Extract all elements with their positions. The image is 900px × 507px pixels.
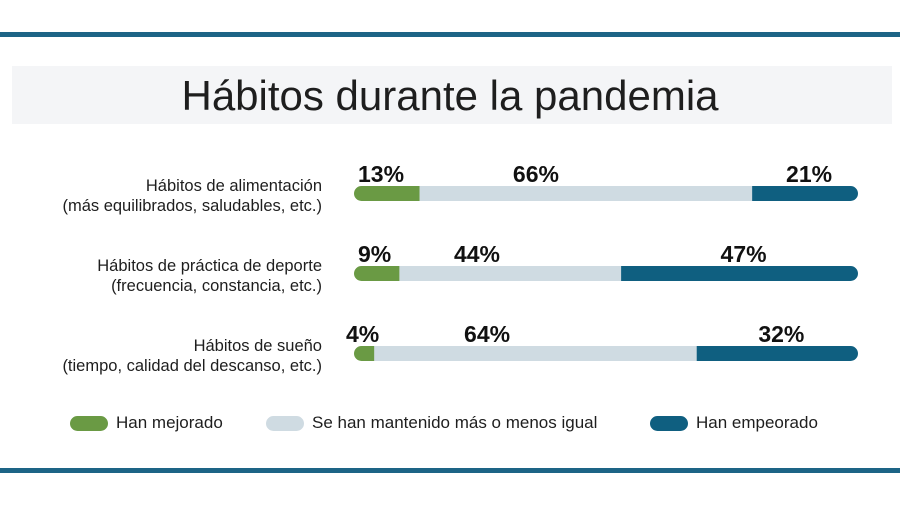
bottom-rule	[0, 468, 900, 473]
row-label-alimentacion: Hábitos de alimentación (más equilibrado…	[62, 176, 322, 216]
bar-segment-worse	[696, 346, 858, 361]
data-label-same: 66%	[513, 161, 559, 187]
legend-swatch-improved	[70, 416, 108, 431]
bar-row-1	[354, 186, 858, 201]
legend-swatch-same	[266, 416, 304, 431]
legend-label-worse: Han empeorado	[696, 413, 818, 432]
data-label-same: 44%	[454, 241, 500, 267]
bar-segment-improved	[354, 186, 421, 201]
bar-segment-improved	[354, 266, 400, 281]
chart-title: Hábitos durante la pandemia	[181, 72, 719, 119]
bar-segment-same	[399, 266, 622, 281]
bar-segment-worse	[752, 186, 858, 201]
row-label-line1: Hábitos de alimentación	[145, 177, 322, 195]
bar-row-2	[354, 266, 858, 281]
row-label-line1: Hábitos de sueño	[193, 337, 322, 355]
bar-segment-worse	[621, 266, 858, 281]
data-label-improved: 4%	[346, 321, 379, 347]
data-label-worse: 21%	[786, 161, 832, 187]
row-label-line1: Hábitos de práctica de deporte	[97, 257, 322, 275]
row-label-line2: (frecuencia, constancia, etc.)	[111, 277, 322, 295]
row-label-line2: (más equilibrados, saludables, etc.)	[62, 197, 322, 215]
legend-label-same: Se han mantenido más o menos igual	[312, 413, 598, 432]
bar-segment-same	[419, 186, 753, 201]
data-label-improved: 9%	[358, 241, 391, 267]
bar-segment-same	[374, 346, 698, 361]
bar-row-3	[354, 346, 858, 361]
title-band	[12, 66, 892, 124]
legend-swatch-worse	[650, 416, 688, 431]
top-rule	[0, 32, 900, 37]
data-label-same: 64%	[464, 321, 510, 347]
bar-segment-improved	[354, 346, 375, 361]
row-label-deporte: Hábitos de práctica de deporte (frecuenc…	[97, 256, 322, 296]
row-label-sueno: Hábitos de sueño (tiempo, calidad del de…	[62, 336, 322, 376]
data-label-improved: 13%	[358, 161, 404, 187]
row-label-line2: (tiempo, calidad del descanso, etc.)	[62, 357, 322, 375]
data-label-worse: 47%	[721, 241, 767, 267]
data-label-worse: 32%	[758, 321, 804, 347]
legend-label-improved: Han mejorado	[116, 413, 223, 432]
